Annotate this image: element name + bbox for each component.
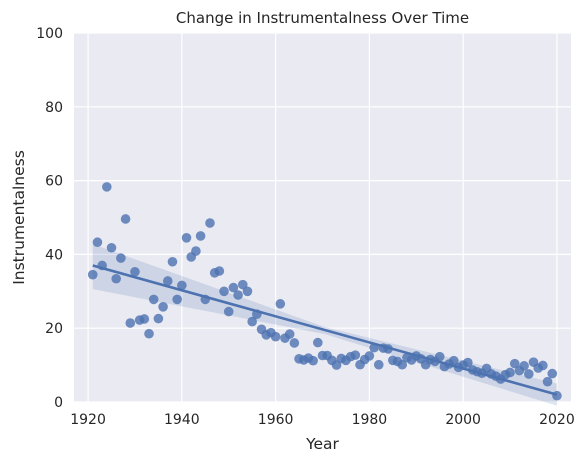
data-point xyxy=(92,237,103,248)
data-point xyxy=(167,256,178,267)
data-point xyxy=(448,355,459,366)
y-tick-label: 80 xyxy=(45,100,63,116)
x-axis-label: Year xyxy=(305,435,339,453)
data-point xyxy=(125,318,136,328)
data-point xyxy=(191,246,201,256)
data-point xyxy=(130,266,140,277)
gridlines xyxy=(74,32,571,403)
data-point xyxy=(139,314,150,324)
data-point xyxy=(102,182,112,192)
x-tick-label: 1940 xyxy=(164,412,200,428)
chart-title: Change in Instrumentalness Over Time xyxy=(176,9,469,27)
y-tick-label: 60 xyxy=(45,174,63,190)
data-point xyxy=(116,253,126,263)
data-point xyxy=(284,329,295,339)
data-point xyxy=(162,276,173,286)
data-point xyxy=(223,306,234,317)
data-point xyxy=(214,266,225,276)
data-point xyxy=(247,316,257,327)
data-point xyxy=(313,337,323,348)
data-point xyxy=(153,313,164,324)
y-tick-label: 100 xyxy=(36,26,63,42)
data-point xyxy=(373,359,384,370)
y-axis-label: Instrumentalness xyxy=(10,150,28,285)
data-point xyxy=(542,376,553,387)
data-point xyxy=(463,357,473,368)
x-tick-label: 1920 xyxy=(70,412,106,428)
data-point xyxy=(195,231,206,241)
x-axis-ticks: 1920 1940 1960 1980 2000 2020 xyxy=(70,412,575,428)
data-point xyxy=(519,361,529,371)
data-point xyxy=(237,279,248,290)
data-point xyxy=(233,290,243,300)
data-point xyxy=(181,232,192,243)
data-point xyxy=(397,359,408,370)
data-point xyxy=(350,350,361,360)
data-point xyxy=(148,294,159,305)
data-point xyxy=(547,368,558,379)
data-point xyxy=(364,351,375,361)
regression-line xyxy=(92,264,558,396)
y-tick-label: 0 xyxy=(54,395,63,411)
data-point xyxy=(289,338,300,348)
y-tick-label: 40 xyxy=(45,247,63,263)
data-point xyxy=(106,242,117,253)
data-point xyxy=(509,358,520,369)
data-point xyxy=(270,331,281,342)
data-point xyxy=(434,351,445,362)
data-point xyxy=(144,328,154,339)
data-point xyxy=(111,273,121,284)
data-point xyxy=(177,280,187,291)
data-point xyxy=(120,214,131,224)
y-axis-ticks: 0 20 40 60 80 100 xyxy=(36,26,63,411)
x-tick-label: 1980 xyxy=(352,412,388,428)
data-point xyxy=(219,286,229,297)
data-point xyxy=(331,360,342,370)
data-point xyxy=(242,286,253,297)
data-point xyxy=(524,369,534,379)
data-point xyxy=(308,355,318,366)
x-tick-label: 2000 xyxy=(445,412,481,428)
data-point xyxy=(505,367,515,378)
data-point xyxy=(87,269,98,280)
y-tick-label: 20 xyxy=(45,321,63,337)
data-point xyxy=(205,218,215,228)
data-point xyxy=(538,360,548,371)
x-tick-label: 2020 xyxy=(539,412,575,428)
data-point xyxy=(172,294,182,305)
plot-background xyxy=(74,33,571,402)
x-tick-label: 1960 xyxy=(258,412,294,428)
data-point xyxy=(275,299,286,309)
data-point xyxy=(228,282,239,293)
data-point xyxy=(158,301,168,312)
